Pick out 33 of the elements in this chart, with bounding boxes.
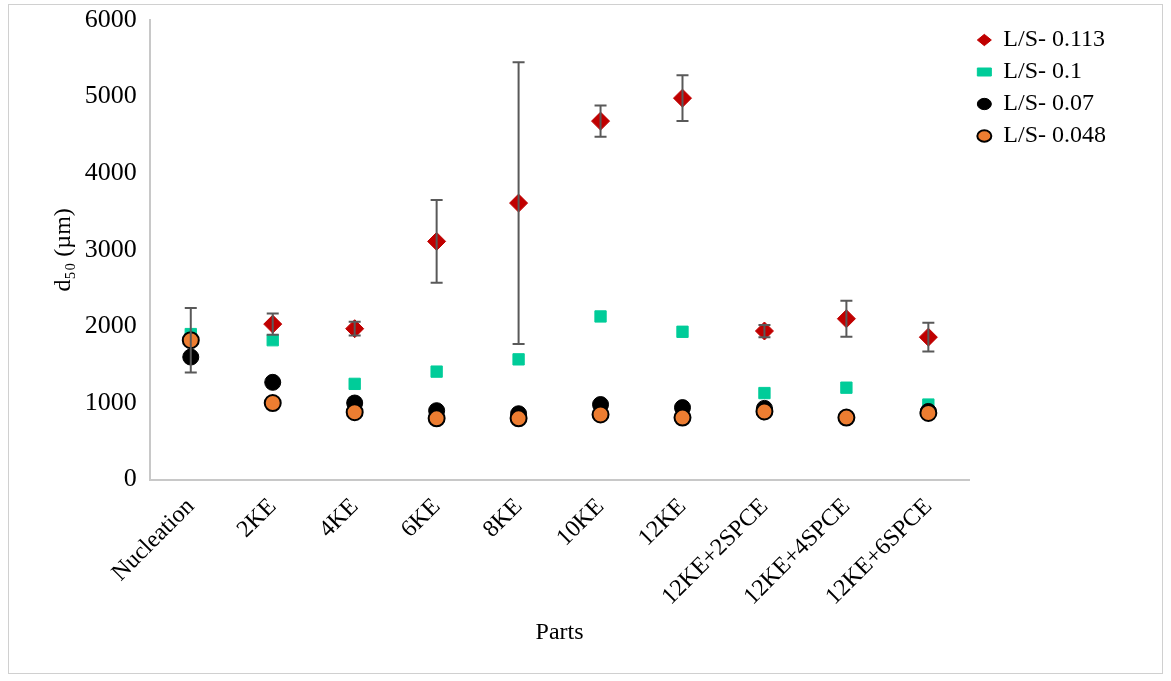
legend-label: L/S- 0.048: [1003, 121, 1106, 148]
point: [594, 310, 607, 323]
point: [348, 377, 361, 391]
point: [840, 381, 853, 394]
y-tick-label: 2000: [84, 310, 137, 340]
y-tick-label: 0: [123, 463, 137, 493]
y-tick-label: 4000: [84, 157, 137, 187]
legend-label: L/S- 0.113: [1003, 25, 1106, 52]
point: [591, 405, 610, 424]
legend-label: L/S- 0.1: [1003, 57, 1082, 84]
point: [676, 325, 689, 338]
x-tick-label: 2KE: [231, 492, 281, 542]
point: [509, 409, 528, 428]
point: [755, 402, 774, 421]
y-tick-label: 1000: [84, 386, 137, 416]
point: [837, 408, 856, 427]
x-axis-title: Parts: [535, 617, 584, 644]
y-tick-label: 6000: [84, 3, 137, 33]
point: [263, 394, 282, 413]
point: [758, 386, 771, 400]
y-tick-label: 3000: [84, 233, 137, 263]
point: [427, 409, 446, 428]
point: [345, 403, 364, 422]
x-tick-label: 4KE: [313, 492, 363, 542]
point: [264, 373, 282, 391]
x-tick-label: 8KE: [477, 492, 527, 542]
point: [430, 365, 443, 378]
point: [512, 353, 525, 366]
y-tick-label: 5000: [84, 80, 137, 110]
x-tick-label: 6KE: [395, 492, 445, 542]
legend-label: L/S- 0.07: [1003, 89, 1094, 116]
y-axis-title: d₅₀ (µm): [48, 208, 75, 292]
point: [673, 408, 692, 427]
